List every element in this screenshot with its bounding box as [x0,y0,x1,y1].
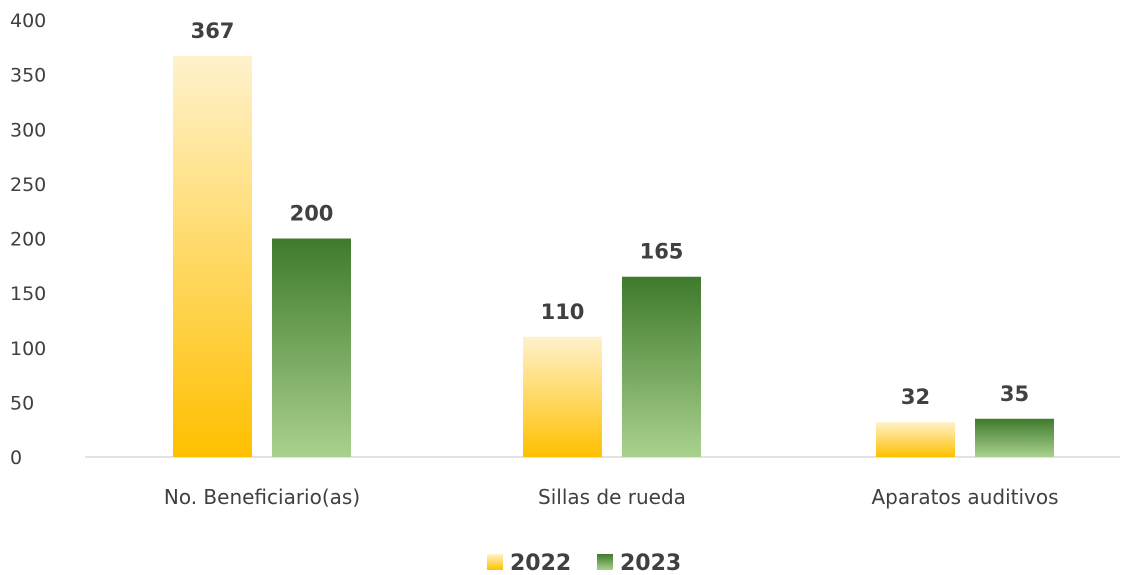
y-axis: 0 50 100 150 200 250 300 350 400 [10,10,46,469]
y-tick-label: 150 [10,283,46,305]
data-label: 35 [1000,382,1029,406]
x-category-label: No. Beneficiario(as) [164,485,360,509]
legend: 2022 2023 [487,551,681,575]
legend-label: 2022 [510,551,571,575]
x-category-label: Aparatos auditivos [871,485,1058,509]
y-tick-label: 300 [10,119,46,141]
y-tick-label: 200 [10,229,46,251]
y-tick-label: 250 [10,174,46,196]
data-label: 200 [290,202,334,226]
y-tick-label: 350 [10,65,46,87]
y-tick-label: 400 [10,10,46,32]
bar-2022-1 [173,56,252,458]
x-category-label: Sillas de rueda [538,485,686,509]
data-label: 32 [901,385,930,409]
bar-2023-2 [622,276,701,457]
y-tick-label: 50 [10,392,34,414]
data-label: 367 [191,19,235,43]
bar-2022-2 [523,336,602,457]
bars [173,56,1054,458]
y-tick-label: 100 [10,338,46,360]
legend-label: 2023 [620,551,681,575]
bar-2023-1 [272,238,351,457]
data-label: 110 [541,300,585,324]
data-labels: 367 200 110 165 32 35 [191,19,1030,409]
bar-2023-3 [975,418,1054,457]
bar-2022-3 [876,422,955,457]
data-label: 165 [640,240,684,264]
legend-swatch-2022 [487,554,503,570]
legend-swatch-2023 [597,554,613,570]
x-axis: No. Beneficiario(as) Sillas de rueda Apara… [164,485,1059,509]
y-tick-label: 0 [10,447,22,469]
